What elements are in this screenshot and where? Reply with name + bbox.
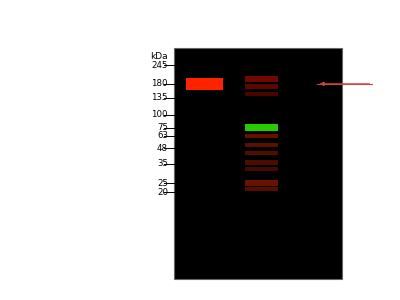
Bar [244,187,278,191]
Bar [244,180,278,186]
Text: M: M [256,51,266,61]
Bar [186,78,223,90]
Bar [244,160,278,165]
Bar [244,167,278,171]
Text: 245: 245 [152,61,168,70]
Bar [174,48,342,279]
Bar [244,76,278,82]
Text: 75: 75 [157,123,168,132]
Bar [244,152,278,155]
Bar [244,124,278,131]
Text: 48: 48 [157,144,168,153]
Text: 35: 35 [157,159,168,168]
Bar [244,92,278,96]
Text: 63: 63 [157,131,168,140]
Text: 1: 1 [208,51,214,61]
Text: 180: 180 [152,79,168,88]
Text: 100: 100 [152,110,168,119]
Text: kDa: kDa [150,52,168,61]
Text: 25: 25 [157,178,168,188]
Bar [244,134,278,138]
Text: 2: 2 [306,51,314,61]
Bar [244,143,278,147]
Text: 20: 20 [157,188,168,197]
Text: 135: 135 [152,93,168,102]
Bar [244,84,278,89]
